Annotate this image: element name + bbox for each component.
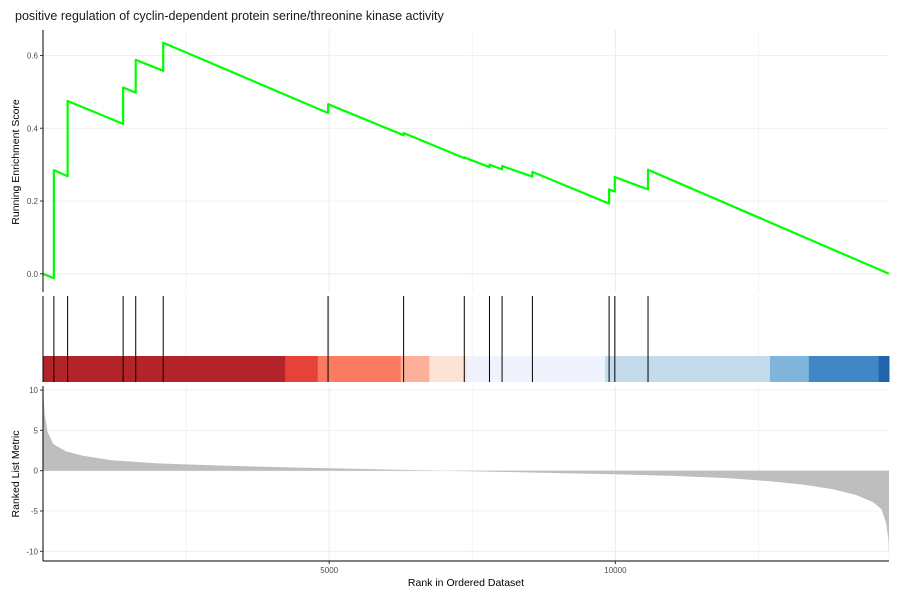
rank-y-tick-label: -10	[26, 547, 38, 556]
rank-color-segment	[43, 356, 286, 382]
ranked-metric-area	[43, 388, 889, 558]
ranked-metric-panel	[43, 388, 889, 558]
x-tick-label: 10000	[604, 566, 627, 575]
rank-y-tick-label: 10	[29, 386, 38, 395]
rank-y-tick-label: -5	[31, 507, 39, 516]
es-y-axis-label: Running Enrichment Score	[10, 99, 22, 225]
rank-y-tick-label: 5	[34, 426, 39, 435]
rank-color-segment	[429, 356, 468, 382]
rank-color-segment	[605, 356, 771, 382]
rank-color-segment	[400, 356, 430, 382]
axes: 0.0 0.2 0.4 0.6 10 5 0 -5 -10 5000 10000	[26, 30, 889, 575]
chart-title: positive regulation of cyclin-dependent …	[15, 9, 444, 23]
rank-color-segment	[878, 356, 890, 382]
es-y-tick-label: 0.2	[27, 197, 39, 206]
enrichment-score-panel	[42, 41, 890, 280]
rank-color-segment	[317, 356, 402, 382]
rank-color-segment	[769, 356, 810, 382]
rank-color-segment	[808, 356, 880, 382]
es-y-tick-label: 0.4	[27, 124, 39, 133]
enrichment-score-line	[42, 41, 890, 280]
x-axis-label: Rank in Ordered Dataset	[408, 577, 524, 589]
gene-hit-panel	[43, 296, 890, 382]
rank-color-segment	[466, 356, 606, 382]
grid-lines	[43, 30, 889, 561]
rank-y-tick-label: 0	[34, 467, 39, 476]
rank-y-axis-label: Ranked List Metric	[10, 431, 22, 518]
rank-color-segment	[285, 356, 319, 382]
x-tick-label: 5000	[320, 566, 338, 575]
es-y-tick-label: 0.0	[27, 270, 39, 279]
es-y-tick-label: 0.6	[27, 51, 39, 60]
